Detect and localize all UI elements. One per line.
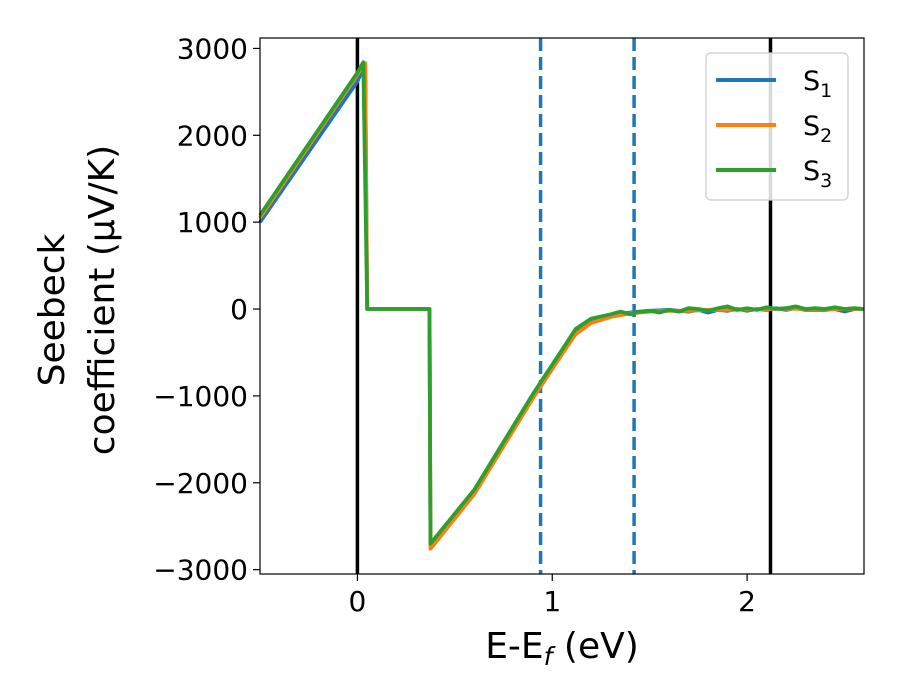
series-line-3 (258, 60, 865, 546)
legend-label-1: S1 (803, 66, 832, 102)
x-tick-label-1: 1 (543, 585, 561, 618)
y-axis-ticks: 3000 2000 1000 0 −1000 −2000 −3000 (153, 32, 260, 587)
legend-label-2: S2 (803, 111, 832, 147)
legend-label-3: S3 (803, 156, 832, 192)
y-tick-label-1: 2000 (177, 119, 248, 152)
series-lines (258, 60, 865, 551)
y-tick-label-5: −2000 (153, 467, 248, 500)
legend: S1 S2 S3 (705, 52, 849, 201)
y-tick-label-0: 3000 (177, 32, 248, 65)
y-axis-label-line2: coefficient (μV/K) (82, 145, 123, 455)
x-axis-label: E-Ef (eV) (485, 626, 639, 671)
legend-box (705, 52, 849, 201)
x-tick-label-0: 0 (349, 585, 367, 618)
x-axis-ticks: 0 1 2 (349, 574, 756, 618)
y-tick-label-2: 1000 (177, 206, 248, 239)
x-tick-label-2: 2 (738, 585, 756, 618)
plot-frame (259, 37, 865, 575)
y-tick-label-6: −3000 (153, 554, 248, 587)
y-tick-label-4: −1000 (153, 380, 248, 413)
y-tick-label-3: 0 (230, 293, 248, 326)
y-axis-label-line1: Seebeck (32, 233, 73, 386)
